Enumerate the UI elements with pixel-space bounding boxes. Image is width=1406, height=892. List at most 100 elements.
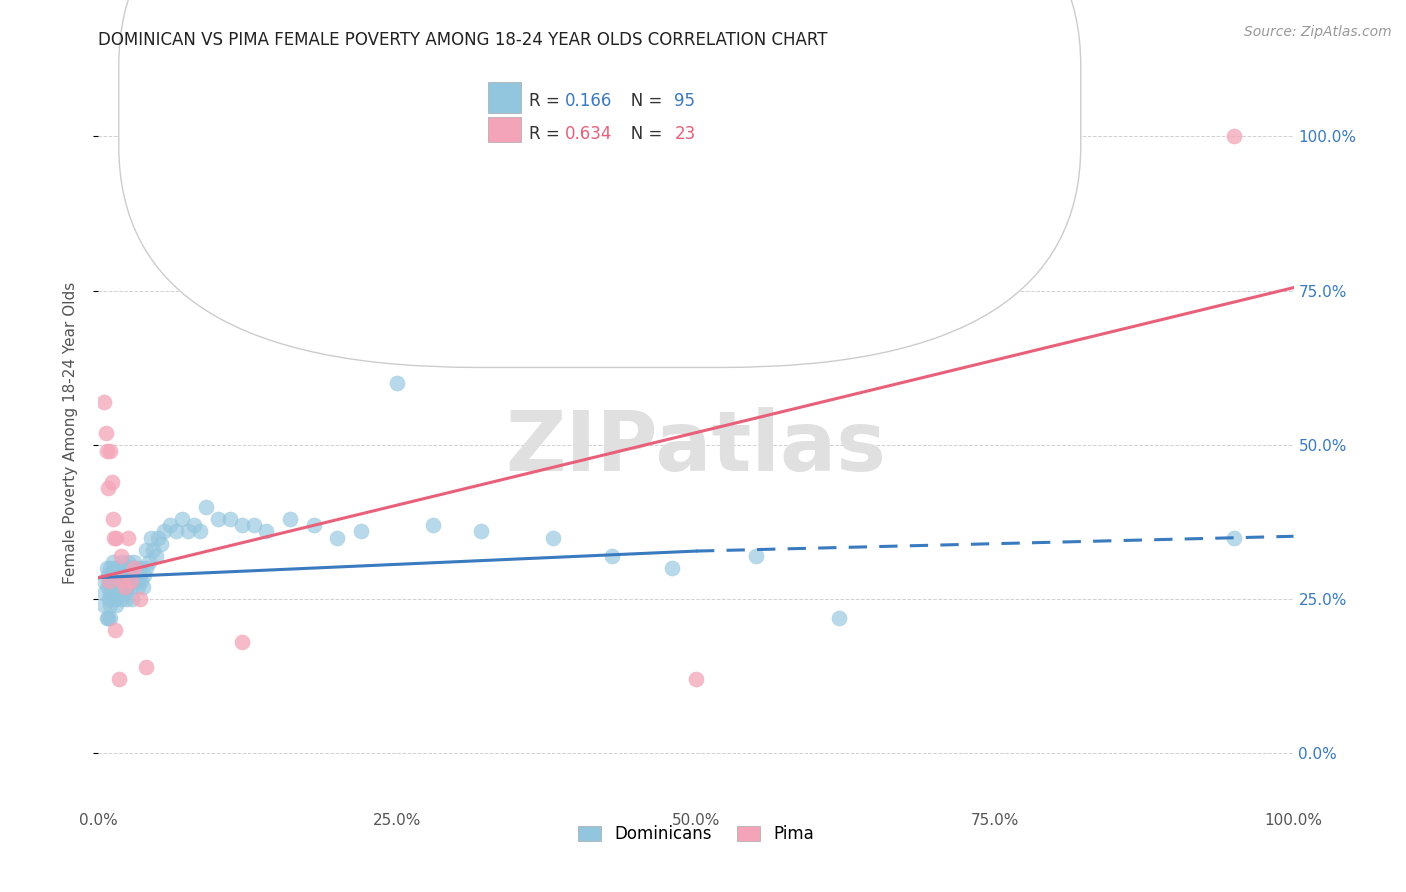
Text: 23: 23 [675,125,696,143]
Point [98,574,121,588]
Point [110,549,132,563]
Point [100,475,122,489]
Point [93,574,115,588]
Point [124,555,146,569]
Bar [488,117,522,143]
Text: 0.634: 0.634 [565,125,612,143]
Point [98,611,122,625]
Point [94,425,117,440]
Point [103,531,125,545]
Point [96,611,118,625]
Point [93,394,115,409]
Text: Source: ZipAtlas.com: Source: ZipAtlas.com [1244,25,1392,39]
Point [117,531,139,545]
Point [135,561,157,575]
Point [98,592,121,607]
Point [120,574,142,588]
Point [107,673,129,687]
Point [114,586,136,600]
Point [828,611,851,625]
Point [101,586,124,600]
Point [114,567,136,582]
Point [97,580,120,594]
Point [602,549,624,563]
Point [135,660,157,674]
Point [131,574,153,588]
Point [115,580,138,594]
Point [159,518,181,533]
Point [97,611,120,625]
Point [115,592,138,607]
Point [188,524,211,539]
Point [145,549,167,563]
Point [1223,531,1246,545]
Point [112,580,135,594]
Point [125,574,148,588]
Point [117,574,139,588]
Point [177,524,200,539]
Point [121,574,143,588]
Point [243,518,266,533]
Point [470,524,492,539]
Point [385,376,409,391]
Point [541,531,564,545]
Point [108,561,131,575]
Point [104,574,127,588]
Text: R =: R = [529,125,565,143]
Point [231,518,253,533]
Point [96,561,118,575]
Point [98,574,121,588]
Point [350,524,373,539]
Point [107,580,129,594]
Text: N =: N = [614,125,668,143]
Point [326,531,349,545]
Point [108,580,131,594]
Point [124,574,146,588]
Point [135,542,157,557]
Point [131,580,153,594]
Point [118,567,141,582]
Point [207,512,229,526]
Point [132,567,155,582]
Point [97,567,120,582]
Point [165,524,187,539]
Point [111,567,134,582]
Point [127,580,149,594]
Point [110,574,132,588]
Point [107,567,129,582]
Point [254,524,277,539]
Point [111,586,134,600]
Point [661,561,683,575]
Point [422,518,444,533]
Point [124,561,146,575]
Point [183,518,205,533]
Point [103,580,125,594]
FancyBboxPatch shape [118,0,1081,368]
Y-axis label: Female Poverty Among 18-24 Year Olds: Female Poverty Among 18-24 Year Olds [63,282,77,583]
Point [139,531,162,545]
Point [104,592,127,607]
Point [219,512,242,526]
Point [107,586,129,600]
Point [148,531,170,545]
Text: ZIPatlas: ZIPatlas [506,407,886,488]
Point [114,580,136,594]
Point [117,555,139,569]
Text: R =: R = [529,92,565,110]
Point [172,512,194,526]
Point [105,580,128,594]
Point [97,481,120,495]
Point [105,567,128,582]
Point [138,555,160,569]
Point [745,549,768,563]
Text: 95: 95 [675,92,696,110]
Point [278,512,301,526]
Point [685,673,707,687]
Point [1223,129,1246,144]
Point [98,586,122,600]
Point [98,574,122,588]
Point [104,623,127,637]
Point [120,561,142,575]
Legend: Dominicans, Pima: Dominicans, Pima [571,819,821,850]
Point [110,592,132,607]
